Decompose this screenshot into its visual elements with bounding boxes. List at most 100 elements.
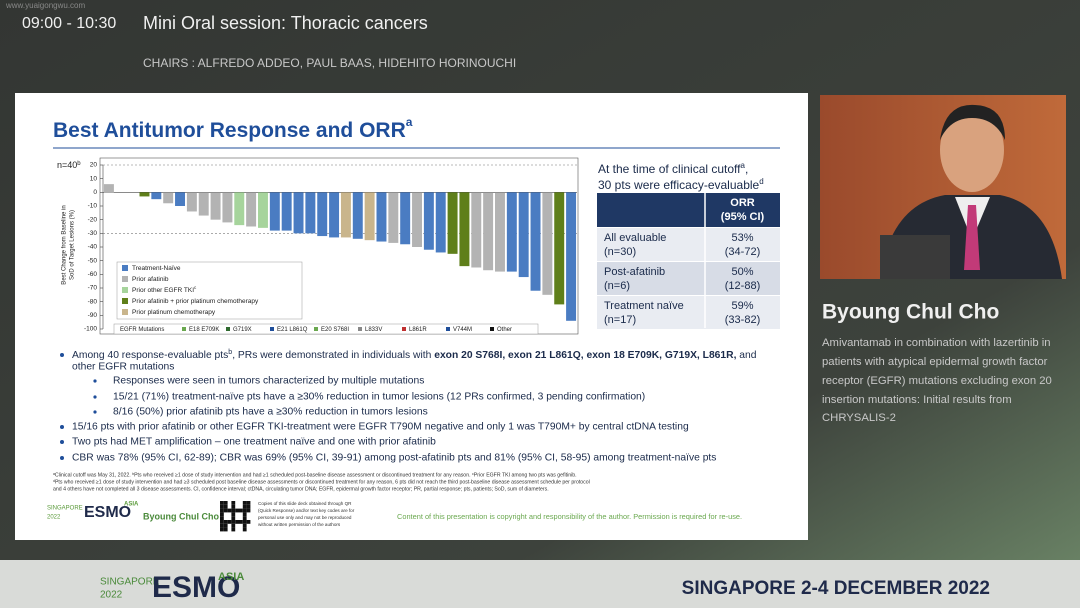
cutoff-line: 30 pts were efficacy-evaluabled (598, 177, 764, 192)
qr-cell (223, 527, 228, 532)
y-tick-label: -70 (88, 285, 98, 292)
bar (364, 192, 375, 241)
speaker-hair (940, 104, 1005, 140)
footnote: ᵃClinical cutoff was May 31, 2022. ᵇPts … (53, 472, 577, 478)
qr-cell (242, 527, 247, 532)
legend-text: Prior afatinib (132, 276, 169, 283)
legend-label: Prior other EGFR TKIc (132, 285, 197, 294)
lectern (880, 235, 950, 279)
qr-cell (220, 501, 224, 505)
watermark: www.yuaigongwu.com (5, 1, 85, 10)
table-row (597, 228, 780, 261)
bar (317, 192, 328, 237)
abstract-line: insertion mutations: Initial results fro… (822, 394, 1012, 406)
legend-label: Prior platinum chemotherapy (132, 309, 216, 316)
bar (210, 192, 221, 220)
qr-cell (235, 520, 239, 524)
legend-label: Prior afatinib + prior platinum chemothe… (132, 298, 259, 305)
legend-text: Treatment-Naïve (132, 265, 181, 272)
table-cell: (n=17) (604, 314, 636, 326)
table-cell: (12-88) (725, 280, 760, 292)
speaker-head (940, 108, 1004, 192)
legend-swatch (122, 309, 128, 315)
table-cell: 53% (731, 232, 753, 244)
mutation-label: V744M (453, 327, 472, 333)
qr-cell (231, 527, 236, 532)
qr-cell (231, 508, 236, 513)
copy-line: personal use only and may not be reprodu… (258, 515, 352, 520)
bar (222, 192, 233, 223)
y-tick-label: -80 (88, 298, 98, 305)
bar (554, 192, 565, 305)
qr-cell (235, 508, 239, 513)
bar (175, 192, 186, 206)
bar (494, 192, 505, 272)
mutation-label: E18 E709K (189, 327, 219, 333)
copy-line: without written permission of the author… (258, 522, 341, 527)
bullet: other EGFR mutations (72, 362, 174, 373)
mutation-label: L861R (409, 327, 427, 333)
mutation-legend-box (113, 323, 539, 335)
mutation-label: G719X (233, 327, 252, 333)
qr-cell (220, 504, 224, 509)
qr-cell (220, 508, 224, 513)
table-cell: (34-72) (725, 246, 760, 258)
logo-esmo: ESMO (84, 504, 131, 521)
bar (352, 192, 363, 239)
speaker-name: Byoung Chul Cho (822, 301, 999, 324)
table-cell: All evaluable (604, 232, 666, 244)
table-cell: (33-82) (725, 314, 760, 326)
bar (542, 192, 553, 295)
qr-cell (239, 508, 243, 513)
bar (329, 192, 340, 238)
y-label-line: Best Change from Baseline in (62, 205, 68, 284)
speaker-tie (964, 205, 980, 270)
mutation-symbol (182, 327, 186, 331)
table-header (597, 193, 780, 227)
y-tick-label: -90 (88, 312, 98, 319)
orr-table: ORR (95% CI) All evaluable (n=30) 53% (34-72)… (597, 193, 780, 329)
y-tick-label: -50 (88, 257, 98, 264)
legend: Treatment-Naïve Prior afatinib Prior other… (122, 265, 259, 316)
qr-cell (223, 504, 228, 509)
logo-year: 2022 (47, 515, 61, 521)
mutation-legend: EGFR Mutations E18 E709K G719X E21 L861Q E20… (113, 323, 539, 335)
event-dates: SINGAPORE 2-4 DECEMBER 2022 (682, 578, 990, 599)
qr-cell (220, 523, 224, 528)
mutation-symbol (490, 327, 494, 331)
qr-cell (246, 520, 251, 524)
bullet: 15/16 pts with prior afatinib or other E… (72, 422, 689, 433)
mutation-symbol (314, 327, 318, 331)
mutation-label: L833V (365, 327, 382, 333)
bar (151, 192, 162, 200)
bar (518, 192, 529, 278)
bar (471, 192, 482, 268)
y-tick-label: 20 (90, 162, 98, 169)
waterfall-chart: 20 10 0 -10 -20 -30 -40 -50 -60 -70 -80 -90 -100 (84, 162, 577, 333)
bar (257, 192, 268, 228)
mutation-label: E21 L861Q (277, 327, 308, 333)
y-tick-label: -40 (88, 244, 98, 251)
footnote: ᵈPts who received ≥1 dose of study inter… (53, 479, 590, 485)
table-header-text: ORR (730, 197, 755, 209)
chairs: CHAIRS : ALFREDO ADDEO, PAUL BAAS, HIDEH… (143, 56, 516, 70)
y-tick-label: 10 (90, 175, 98, 182)
bar (186, 192, 197, 212)
qr-cell (239, 520, 243, 524)
qr-cell (231, 501, 236, 505)
bullet-dot (60, 440, 64, 444)
table-cell: 59% (731, 300, 753, 312)
legend-swatch (122, 276, 128, 282)
mutation-symbol (226, 327, 230, 331)
qr-cell (231, 516, 236, 520)
bar (198, 192, 209, 216)
qr-cell (231, 504, 236, 509)
slide-title: Best Antitumor Response and ORRa (53, 115, 413, 141)
bottom-banner (0, 560, 1080, 608)
copy-line: (Quick Response) and/or text key codes a… (258, 508, 355, 513)
table-cell: Post-afatinib (604, 266, 665, 278)
qr-cell (242, 523, 247, 528)
qr-code (219, 500, 251, 532)
